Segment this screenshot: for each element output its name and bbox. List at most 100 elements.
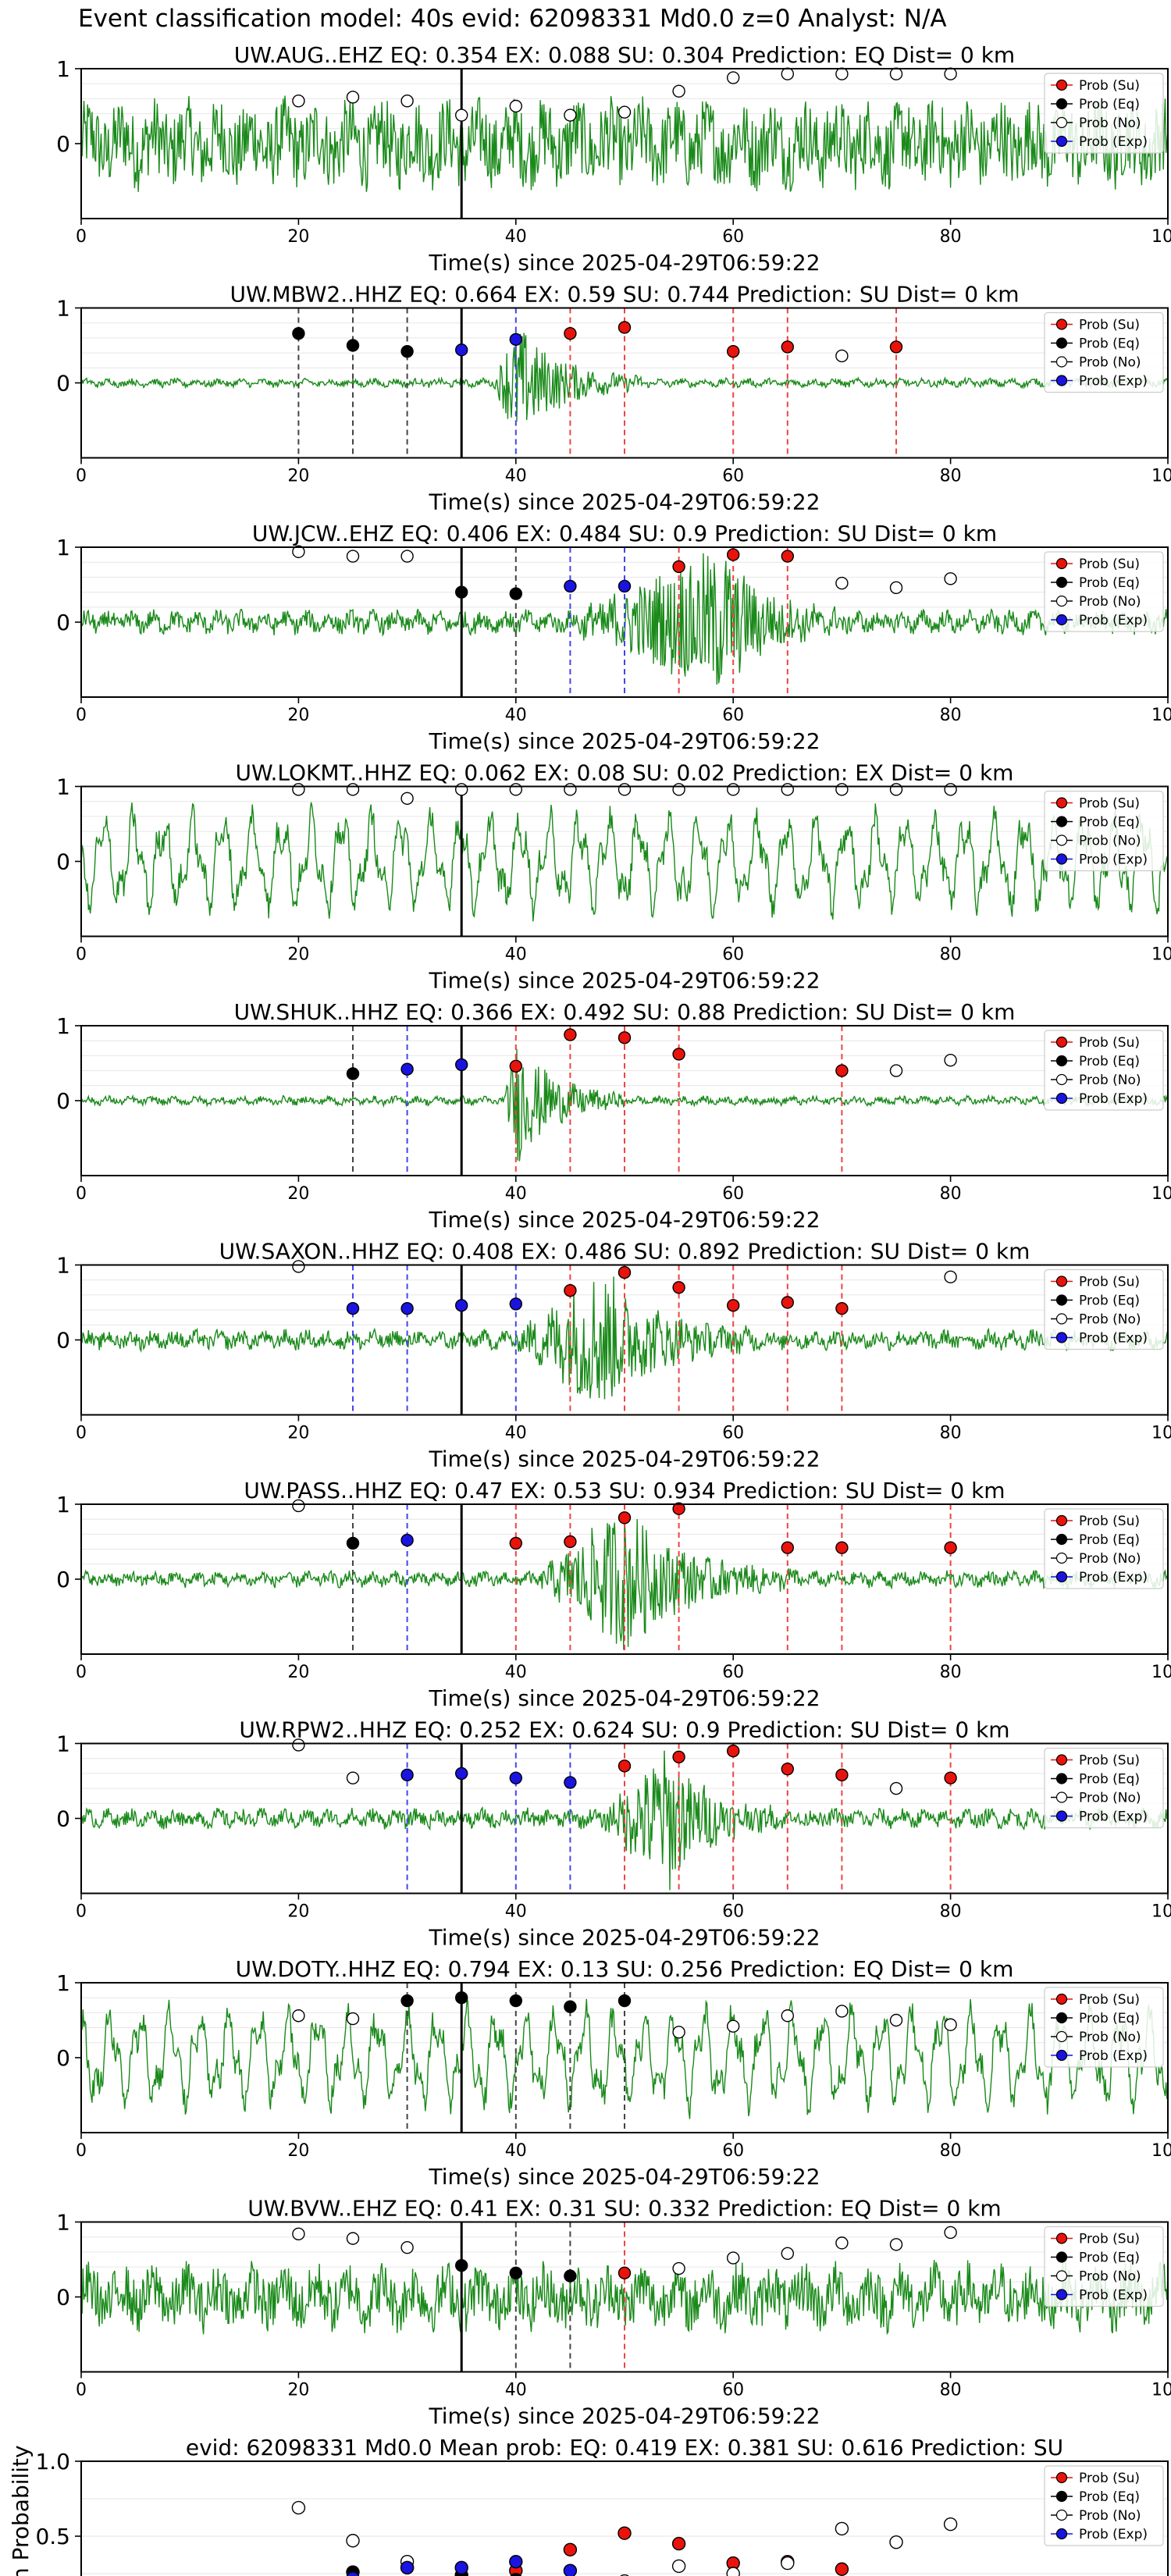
prob-marker-su bbox=[672, 1048, 685, 1061]
legend-label-exp: Prob (Exp) bbox=[1079, 852, 1148, 868]
legend-marker-exp bbox=[1055, 135, 1068, 148]
y-tick-label: 1 bbox=[56, 296, 70, 322]
x-tick-label: 100 bbox=[1151, 945, 1171, 965]
legend-label-no: Prob (No) bbox=[1079, 594, 1141, 610]
legend-label-su: Prob (Su) bbox=[1079, 318, 1140, 333]
panel-title: UW.JCW..EHZ EQ: 0.406 EX: 0.484 SU: 0.9 … bbox=[252, 521, 997, 546]
prob-marker-no bbox=[944, 67, 957, 80]
x-tick-label: 100 bbox=[1151, 1663, 1171, 1682]
x-axis-label: Time(s) since 2025-04-29T06:59:22 bbox=[428, 728, 820, 754]
mean-prob-marker-no bbox=[726, 2567, 740, 2576]
legend: Prob (Su) Prob (Eq) Prob (No) Prob (Exp) bbox=[1044, 790, 1164, 872]
x-tick-label: 20 bbox=[287, 1184, 309, 1204]
legend-marker-no bbox=[1055, 2030, 1068, 2043]
prob-marker-su bbox=[944, 1771, 957, 1784]
prob-marker-su bbox=[672, 1750, 685, 1763]
prob-marker-su bbox=[672, 560, 685, 574]
legend-marker-exp bbox=[1055, 853, 1068, 865]
panel-10: 0 20 40 60 80 100 0 1 UW.BVW..EHZ EQ: 0.41 EX: 0… bbox=[56, 2196, 1171, 2429]
figure-suptitle: Event classification model: 40s evid: 62… bbox=[78, 5, 947, 33]
legend-marker-su bbox=[1055, 1276, 1068, 1287]
x-tick-label: 0 bbox=[76, 1663, 87, 1682]
legend-label-no: Prob (No) bbox=[1079, 2508, 1141, 2524]
prob-marker-eq bbox=[455, 2258, 468, 2272]
legend-box bbox=[1044, 551, 1164, 632]
prob-marker-eq bbox=[618, 1994, 632, 2008]
x-axis-label: Time(s) since 2025-04-29T06:59:22 bbox=[428, 1925, 820, 1951]
prob-marker-exp bbox=[400, 1062, 414, 1076]
waveform-trace bbox=[80, 802, 1169, 922]
x-tick-label: 20 bbox=[287, 1424, 309, 1443]
x-tick-label: 60 bbox=[722, 1902, 744, 1922]
legend-box bbox=[1044, 73, 1164, 154]
legend-label-eq: Prob (Eq) bbox=[1079, 1532, 1140, 1548]
legend-label-exp: Prob (Exp) bbox=[1079, 1091, 1148, 1107]
x-tick-label: 20 bbox=[287, 945, 309, 965]
x-tick-label: 0 bbox=[76, 945, 87, 965]
mean-prob-marker-su bbox=[671, 2536, 686, 2551]
prob-marker-no bbox=[727, 71, 740, 84]
legend-marker-eq bbox=[1055, 337, 1068, 349]
legend-label-su: Prob (Su) bbox=[1079, 1275, 1140, 1290]
prob-marker-exp bbox=[564, 579, 577, 593]
legend-label-su: Prob (Su) bbox=[1079, 1992, 1140, 2008]
legend-marker-eq bbox=[1055, 2490, 1068, 2503]
legend-label-no: Prob (No) bbox=[1079, 355, 1141, 371]
prob-marker-no bbox=[835, 2236, 849, 2250]
legend: Prob (Su) Prob (Eq) Prob (No) Prob (Exp) bbox=[1044, 551, 1164, 632]
prob-marker-no bbox=[781, 2009, 794, 2023]
prob-marker-su bbox=[835, 1301, 849, 1315]
x-tick-label: 60 bbox=[722, 706, 744, 725]
prob-marker-su bbox=[781, 1296, 794, 1309]
prob-marker-no bbox=[400, 94, 414, 108]
y-tick-label: 0 bbox=[56, 371, 70, 397]
x-tick-label: 0 bbox=[76, 2141, 87, 2161]
prob-marker-no bbox=[889, 67, 903, 80]
x-tick-label: 0 bbox=[76, 1184, 87, 1204]
waveform-trace bbox=[80, 95, 1169, 192]
prob-marker-no bbox=[292, 1738, 305, 1752]
axes-frame bbox=[80, 785, 1169, 938]
prob-marker-su bbox=[618, 1511, 632, 1525]
x-tick-label: 40 bbox=[505, 1663, 527, 1682]
legend-marker-no bbox=[1055, 1073, 1068, 1086]
x-axis-label: Time(s) since 2025-04-29T06:59:22 bbox=[428, 1446, 820, 1472]
y-tick-label: 1 bbox=[56, 535, 70, 560]
prob-marker-su bbox=[835, 1064, 849, 1077]
x-tick-label: 80 bbox=[940, 467, 962, 486]
legend-label-eq: Prob (Eq) bbox=[1079, 815, 1140, 831]
legend-label-su: Prob (Su) bbox=[1079, 2471, 1140, 2486]
legend-label-no: Prob (No) bbox=[1079, 2030, 1141, 2045]
legend-label-su: Prob (Su) bbox=[1079, 78, 1140, 94]
x-tick-label: 80 bbox=[940, 1902, 962, 1922]
mean-prob-marker-exp bbox=[563, 2564, 578, 2576]
prob-marker-no bbox=[346, 550, 360, 563]
legend-label-exp: Prob (Exp) bbox=[1079, 374, 1148, 390]
x-axis-label: Time(s) since 2025-04-29T06:59:22 bbox=[428, 489, 820, 515]
prob-marker-su bbox=[672, 1502, 685, 1515]
x-tick-label: 100 bbox=[1151, 706, 1171, 725]
prob-marker-exp bbox=[509, 1771, 522, 1784]
x-tick-label: 80 bbox=[940, 945, 962, 965]
y-axis-label: Mean Probability bbox=[8, 2445, 34, 2576]
mean-prob-marker-no bbox=[835, 2521, 849, 2536]
prob-marker-no bbox=[781, 2247, 794, 2261]
mean-prob-marker-no bbox=[291, 2500, 306, 2515]
legend: Prob (Su) Prob (Eq) Prob (No) Prob (Exp) bbox=[1044, 73, 1164, 154]
prob-marker-no bbox=[346, 91, 360, 104]
legend-label-exp: Prob (Exp) bbox=[1079, 1809, 1148, 1825]
mean-prob-marker-exp bbox=[454, 2560, 468, 2575]
x-tick-label: 80 bbox=[940, 1424, 962, 1443]
mean-prob-marker-su bbox=[835, 2562, 849, 2576]
prob-marker-no bbox=[781, 67, 794, 80]
prob-marker-no bbox=[292, 2009, 305, 2023]
legend-box bbox=[1044, 1987, 1164, 2068]
prob-marker-no bbox=[889, 581, 903, 595]
prob-marker-no bbox=[618, 105, 632, 119]
y-tick-label: 0 bbox=[56, 131, 70, 157]
panel-title: UW.DOTY..HHZ EQ: 0.794 EX: 0.13 SU: 0.25… bbox=[236, 1956, 1014, 1982]
legend-label-exp: Prob (Exp) bbox=[1079, 2527, 1148, 2542]
legend-label-exp: Prob (Exp) bbox=[1079, 613, 1148, 628]
legend-marker-exp bbox=[1055, 375, 1068, 386]
